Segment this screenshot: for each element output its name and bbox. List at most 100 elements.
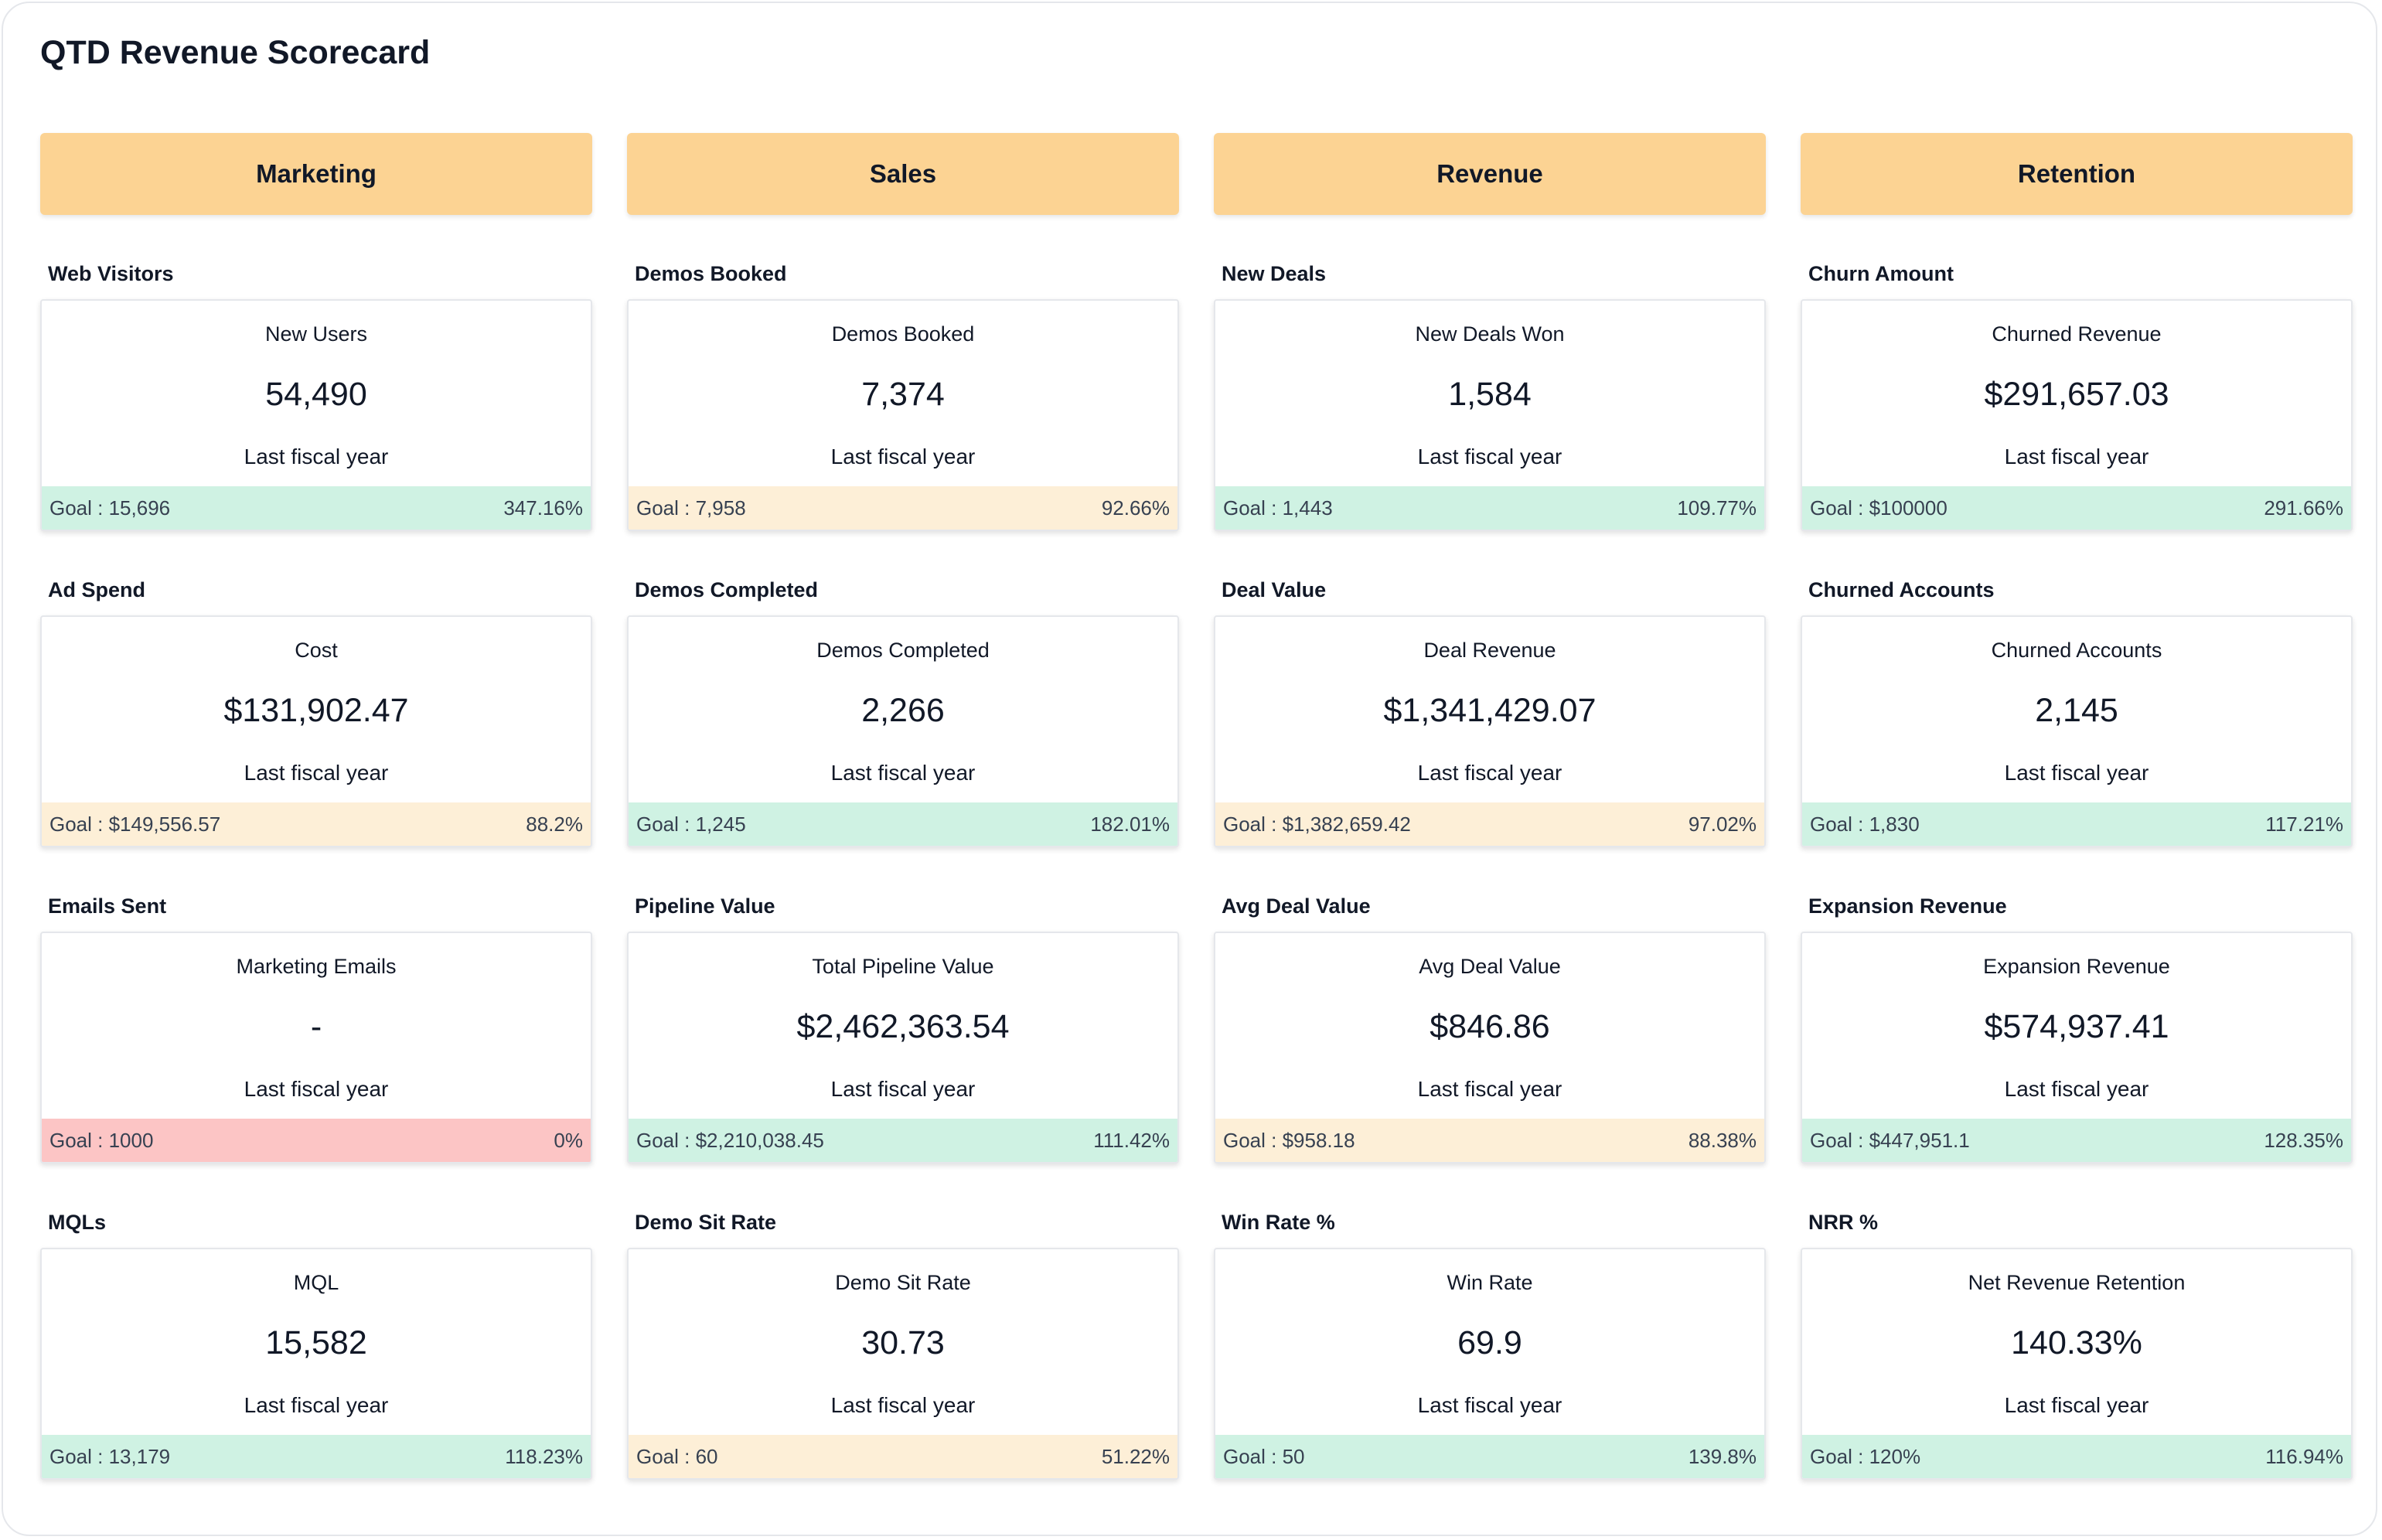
goal-bar: Goal : 1,245 182.01% — [629, 802, 1177, 846]
card-value: $2,462,363.54 — [796, 1008, 1010, 1045]
card-body: Total Pipeline Value $2,462,363.54 Last … — [629, 933, 1177, 1119]
metric-group: Web Visitors New Users 54,490 Last fisca… — [40, 248, 592, 531]
goal-text: Goal : $2,210,038.45 — [636, 1128, 824, 1152]
metric-group: Demo Sit Rate Demo Sit Rate 30.73 Last f… — [627, 1197, 1179, 1480]
card-label: Deal Revenue — [1423, 639, 1556, 662]
goal-percent: 291.66% — [2264, 496, 2343, 520]
card-period: Last fiscal year — [1417, 1077, 1562, 1101]
metric-group: MQLs MQL 15,582 Last fiscal year Goal : … — [40, 1197, 592, 1480]
metric-card[interactable]: New Users 54,490 Last fiscal year Goal :… — [40, 299, 592, 531]
card-body: MQL 15,582 Last fiscal year — [42, 1249, 591, 1435]
metric-title: NRR % — [1808, 1210, 1879, 1234]
metric-card[interactable]: Marketing Emails - Last fiscal year Goal… — [40, 932, 592, 1164]
goal-text: Goal : 50 — [1223, 1444, 1305, 1468]
goal-percent: 347.16% — [503, 496, 583, 520]
metric-title: Ad Spend — [48, 578, 145, 601]
card-period: Last fiscal year — [2004, 445, 2149, 468]
goal-text: Goal : $1,382,659.42 — [1223, 812, 1411, 836]
card-value: $574,937.41 — [1984, 1008, 2169, 1045]
metric-card[interactable]: Deal Revenue $1,341,429.07 Last fiscal y… — [1214, 615, 1766, 847]
metric-group: Churned Accounts Churned Accounts 2,145 … — [1801, 564, 2353, 847]
card-label: Win Rate — [1447, 1271, 1533, 1294]
page-title: QTD Revenue Scorecard — [40, 34, 431, 71]
column-header: Marketing — [40, 133, 592, 215]
card-value: 69.9 — [1457, 1324, 1522, 1361]
goal-text: Goal : 1,443 — [1223, 496, 1333, 520]
goal-percent: 116.94% — [2265, 1444, 2343, 1468]
metric-card[interactable]: Demos Booked 7,374 Last fiscal year Goal… — [627, 299, 1179, 531]
metric-card[interactable]: Win Rate 69.9 Last fiscal year Goal : 50… — [1214, 1248, 1766, 1480]
metric-card[interactable]: Churned Revenue $291,657.03 Last fiscal … — [1801, 299, 2353, 531]
goal-percent: 97.02% — [1688, 812, 1757, 836]
goal-text: Goal : 60 — [636, 1444, 718, 1468]
goal-bar: Goal : 1,830 117.21% — [1802, 802, 2351, 846]
goal-text: Goal : $100000 — [1810, 496, 1948, 520]
card-value: $1,341,429.07 — [1383, 692, 1597, 729]
metric-group: Expansion Revenue Expansion Revenue $574… — [1801, 881, 2353, 1164]
goal-bar: Goal : $1,382,659.42 97.02% — [1215, 802, 1764, 846]
card-label: New Users — [264, 322, 368, 346]
goal-percent: 128.35% — [2264, 1128, 2343, 1152]
metric-title: Demos Completed — [635, 578, 819, 601]
goal-bar: Goal : $447,951.1 128.35% — [1802, 1119, 2351, 1162]
metric-group: Avg Deal Value Avg Deal Value $846.86 La… — [1214, 881, 1766, 1164]
card-period: Last fiscal year — [2004, 761, 2149, 785]
metric-card[interactable]: MQL 15,582 Last fiscal year Goal : 13,17… — [40, 1248, 592, 1480]
metric-card[interactable]: New Deals Won 1,584 Last fiscal year Goa… — [1214, 299, 1766, 531]
card-period: Last fiscal year — [1417, 761, 1562, 785]
goal-bar: Goal : 120% 116.94% — [1802, 1435, 2351, 1478]
metric-title: Expansion Revenue — [1808, 894, 2007, 918]
column-sales: Sales Demos Booked Demos Booked 7,374 La… — [627, 133, 1179, 1480]
card-body: Churned Accounts 2,145 Last fiscal year — [1802, 617, 2351, 802]
metric-card[interactable]: Total Pipeline Value $2,462,363.54 Last … — [627, 932, 1179, 1164]
card-period: Last fiscal year — [244, 445, 389, 468]
card-period: Last fiscal year — [830, 445, 976, 468]
card-value: $291,657.03 — [1984, 376, 2169, 413]
goal-percent: 92.66% — [1101, 496, 1170, 520]
goal-percent: 118.23% — [505, 1444, 583, 1468]
goal-text: Goal : $149,556.57 — [49, 812, 221, 836]
goal-bar: Goal : $149,556.57 88.2% — [42, 802, 591, 846]
metric-group: Churn Amount Churned Revenue $291,657.03… — [1801, 248, 2353, 531]
metric-card[interactable]: Cost $131,902.47 Last fiscal year Goal :… — [40, 615, 592, 847]
metric-title: Demos Booked — [635, 261, 787, 285]
metric-card[interactable]: Demos Completed 2,266 Last fiscal year G… — [627, 615, 1179, 847]
card-label: New Deals Won — [1415, 322, 1565, 346]
card-label: Avg Deal Value — [1419, 955, 1561, 978]
goal-bar: Goal : 7,958 92.66% — [629, 486, 1177, 530]
card-body: Churned Revenue $291,657.03 Last fiscal … — [1802, 301, 2351, 486]
card-label: Expansion Revenue — [1983, 955, 2170, 978]
goal-percent: 111.42% — [1093, 1128, 1170, 1152]
goal-percent: 139.8% — [1688, 1444, 1757, 1468]
card-value: 30.73 — [861, 1324, 945, 1361]
card-value: - — [310, 1008, 322, 1045]
goal-percent: 88.2% — [526, 812, 583, 836]
card-body: Cost $131,902.47 Last fiscal year — [42, 617, 591, 802]
metric-card[interactable]: Net Revenue Retention 140.33% Last fisca… — [1801, 1248, 2353, 1480]
column-marketing: Marketing Web Visitors New Users 54,490 … — [40, 133, 592, 1480]
card-value: $131,902.47 — [223, 692, 409, 729]
metric-group: Pipeline Value Total Pipeline Value $2,4… — [627, 881, 1179, 1164]
column-revenue: Revenue New Deals New Deals Won 1,584 La… — [1214, 133, 1766, 1480]
column-header: Sales — [627, 133, 1179, 215]
card-value: 2,145 — [2035, 692, 2118, 729]
metric-card[interactable]: Demo Sit Rate 30.73 Last fiscal year Goa… — [627, 1248, 1179, 1480]
card-period: Last fiscal year — [2004, 1077, 2149, 1101]
metric-group: New Deals New Deals Won 1,584 Last fisca… — [1214, 248, 1766, 531]
card-label: Demos Completed — [816, 639, 990, 662]
card-value: 15,582 — [265, 1324, 367, 1361]
goal-text: Goal : 1000 — [49, 1128, 154, 1152]
goal-bar: Goal : 15,696 347.16% — [42, 486, 591, 530]
metric-card[interactable]: Expansion Revenue $574,937.41 Last fisca… — [1801, 932, 2353, 1164]
card-period: Last fiscal year — [830, 1393, 976, 1417]
card-period: Last fiscal year — [1417, 1393, 1562, 1417]
goal-text: Goal : $958.18 — [1223, 1128, 1355, 1152]
card-label: Total Pipeline Value — [812, 955, 994, 978]
metric-title: MQLs — [48, 1210, 107, 1234]
metric-card[interactable]: Churned Accounts 2,145 Last fiscal year … — [1801, 615, 2353, 847]
card-value: 7,374 — [861, 376, 945, 413]
card-body: Net Revenue Retention 140.33% Last fisca… — [1802, 1249, 2351, 1435]
metric-card[interactable]: Avg Deal Value $846.86 Last fiscal year … — [1214, 932, 1766, 1164]
goal-bar: Goal : $100000 291.66% — [1802, 486, 2351, 530]
